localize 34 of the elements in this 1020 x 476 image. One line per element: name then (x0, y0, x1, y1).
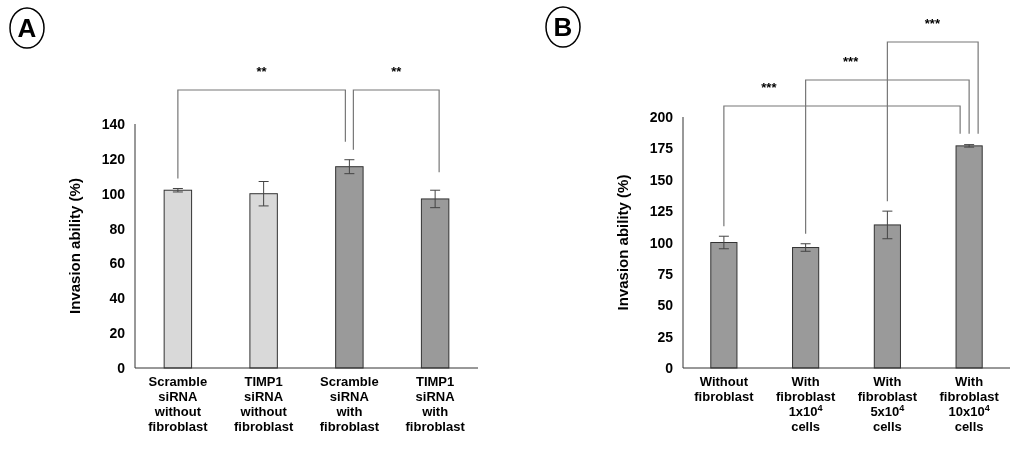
y-tick-label: 175 (649, 140, 674, 157)
text: ** (391, 64, 403, 79)
chart-title: A (17, 13, 37, 43)
y-axis-title: Invasion ability (%) (614, 174, 631, 311)
text: ** (256, 64, 268, 79)
x-tick-label: With fibroblast 10x10$^{4}$ cells (939, 374, 1000, 434)
y-tick-label: 100 (649, 234, 674, 251)
x-tick-label: With fibroblast 1x10$^{4}$ cells (776, 374, 836, 434)
x-tick-label: Without fibroblast (694, 374, 755, 404)
x-tick-label: Scramble siRNA without fibroblast (148, 374, 209, 434)
y-tick-label: 75 (657, 265, 674, 282)
y-tick-label: 40 (109, 290, 126, 307)
y-tick-label: 120 (101, 150, 126, 167)
x-tick-label: TIMP1 siRNA without fibroblast (234, 374, 294, 434)
y-tick-label: 0 (117, 360, 126, 376)
text: *** (843, 54, 860, 69)
y-tick-label: 20 (109, 325, 126, 342)
x-tick-label: TIMP1 siRNA with fibroblast (405, 374, 466, 434)
y-tick-label: 0 (665, 360, 674, 376)
x-tick-label: With fibroblast 5x10$^{4}$ cells (857, 374, 918, 434)
x-tick-label: Scramble siRNA with fibroblast (319, 374, 380, 434)
chart-title: B (553, 12, 573, 42)
y-tick-label: 60 (109, 255, 126, 272)
text: *** (924, 16, 941, 31)
y-tick-label: 200 (649, 109, 674, 125)
y-tick-label: 100 (101, 185, 126, 202)
y-tick-label: 50 (657, 297, 674, 314)
y-tick-label: 25 (657, 328, 674, 345)
y-tick-label: 125 (649, 203, 674, 220)
y-axis-title: Invasion ability (%) (66, 178, 83, 314)
y-tick-label: 150 (649, 171, 674, 188)
y-tick-label: 80 (109, 220, 126, 237)
y-tick-label: 140 (101, 116, 126, 132)
text: *** (761, 80, 778, 95)
